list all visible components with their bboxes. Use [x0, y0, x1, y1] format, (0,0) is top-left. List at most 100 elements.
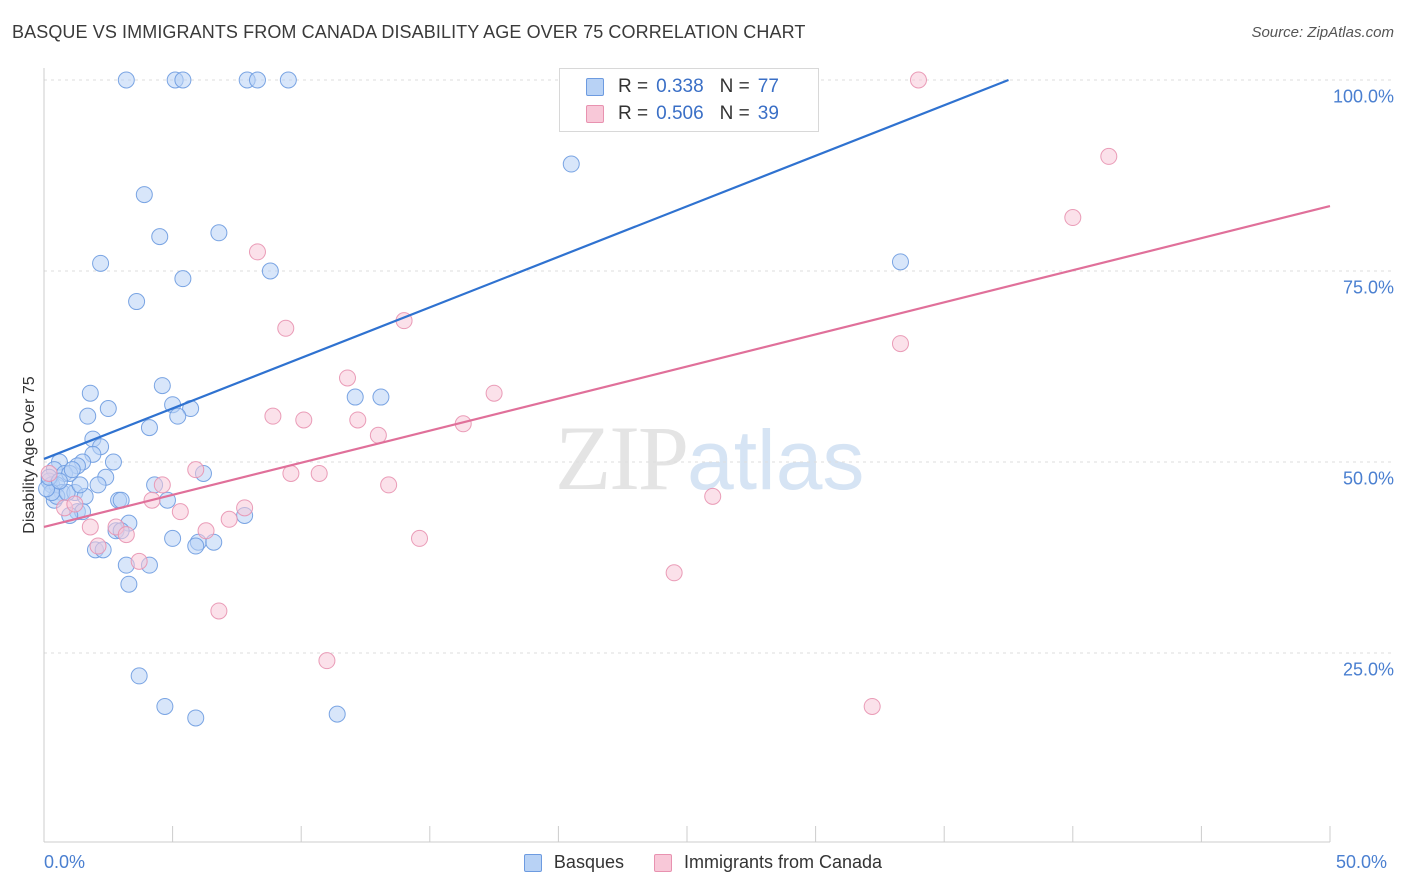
- basques-point: [169, 407, 187, 425]
- basques-point: [92, 254, 110, 272]
- canada-point: [704, 487, 722, 505]
- watermark-zip: ZIP: [555, 407, 689, 509]
- canada-point: [1064, 209, 1082, 227]
- canada-trend-line: [43, 204, 1331, 529]
- series-legend: Basques Immigrants from Canada: [0, 852, 1406, 873]
- legend-swatch-pink: [653, 853, 672, 872]
- canada-point: [369, 426, 387, 444]
- canada-point: [130, 552, 148, 570]
- basques-point: [891, 253, 909, 271]
- canada-point: [909, 71, 927, 89]
- basques-point: [279, 71, 297, 89]
- grid-lines: [44, 79, 1395, 654]
- basques-point: [248, 71, 266, 89]
- basques-point: [151, 228, 169, 246]
- stats-row-basques: R = 0.338 N = 77: [586, 75, 779, 99]
- basques-point: [156, 697, 174, 715]
- legend-item-basques: Basques: [523, 852, 624, 873]
- x-tick-label: 0.0%: [44, 852, 86, 872]
- canada-point: [277, 319, 295, 337]
- canada-point: [1100, 147, 1118, 165]
- trend-lines: [43, 78, 1331, 529]
- basques-point: [346, 388, 364, 406]
- legend-label: Immigrants from Canada: [683, 852, 883, 872]
- canada-point: [171, 503, 189, 521]
- canada-point: [338, 369, 356, 387]
- n-label: N =: [719, 76, 750, 97]
- basques-point: [261, 262, 279, 280]
- basques-point: [174, 71, 192, 89]
- stats-row-canada: R = 0.506 N = 39: [586, 102, 779, 126]
- basques-point: [187, 537, 205, 555]
- canada-point: [89, 537, 107, 555]
- basques-point: [562, 155, 580, 173]
- basques-point: [187, 709, 205, 727]
- stats-legend: R = 0.338 N = 77 R = 0.506 N = 39: [559, 68, 819, 132]
- r-value: 0.338: [656, 76, 704, 97]
- r-label: R =: [618, 76, 649, 97]
- y-tick-label: 100.0%: [1332, 86, 1394, 107]
- y-tick-label: 75.0%: [1342, 277, 1394, 298]
- canada-point: [197, 522, 215, 540]
- chart-title: BASQUE VS IMMIGRANTS FROM CANADA DISABIL…: [12, 22, 806, 42]
- basques-point: [210, 224, 228, 242]
- n-label: N =: [719, 103, 750, 124]
- canada-point: [411, 529, 429, 547]
- axes: [43, 68, 1331, 843]
- basques-point: [79, 407, 97, 425]
- data-points: [38, 71, 1118, 727]
- r-label: R =: [618, 103, 649, 124]
- y-tick-label: 50.0%: [1342, 468, 1394, 489]
- canada-point: [66, 495, 84, 513]
- canada-point: [210, 602, 228, 620]
- basques-point: [164, 529, 182, 547]
- basques-point: [140, 419, 158, 437]
- y-axis-label: Disability Age Over 75: [21, 376, 38, 534]
- basques-point: [104, 453, 122, 471]
- basques-point: [89, 476, 107, 494]
- legend-label: Basques: [553, 852, 624, 872]
- n-value: 39: [757, 103, 779, 124]
- canada-point: [153, 476, 171, 494]
- basques-point: [99, 400, 117, 418]
- legend-swatch-blue: [523, 853, 542, 872]
- basques-point: [130, 667, 148, 685]
- canada-point: [891, 335, 909, 353]
- canada-point: [236, 499, 254, 517]
- r-value: 0.506: [656, 103, 704, 124]
- canada-point: [220, 510, 238, 528]
- canada-point: [187, 461, 205, 479]
- basques-trend-line: [43, 78, 1009, 460]
- legend-item-canada: Immigrants from Canada: [653, 852, 883, 873]
- canada-point: [310, 464, 328, 482]
- basques-point: [120, 575, 138, 593]
- canada-point: [40, 464, 58, 482]
- canada-point: [295, 411, 313, 429]
- legend-swatch-pink: [586, 105, 604, 123]
- basques-point: [117, 71, 135, 89]
- basques-point: [153, 377, 171, 395]
- canada-point: [117, 526, 135, 544]
- basques-point: [328, 705, 346, 723]
- basques-point: [63, 461, 81, 479]
- canada-point: [318, 652, 336, 670]
- canada-point: [863, 697, 881, 715]
- canada-point: [485, 384, 503, 402]
- watermark: ZIPatlas: [555, 405, 864, 511]
- source-label: Source: ZipAtlas.com: [1251, 24, 1394, 41]
- canada-point: [81, 518, 99, 536]
- canada-point: [349, 411, 367, 429]
- n-value: 77: [757, 76, 779, 97]
- canada-point: [665, 564, 683, 582]
- canada-point: [264, 407, 282, 425]
- basques-point: [174, 270, 192, 288]
- legend-swatch-blue: [586, 78, 604, 96]
- basques-point: [135, 186, 153, 204]
- basques-point: [372, 388, 390, 406]
- canada-point: [380, 476, 398, 494]
- basques-point: [81, 384, 99, 402]
- canada-point: [248, 243, 266, 261]
- y-tick-label: 25.0%: [1342, 659, 1394, 680]
- basques-point: [71, 476, 89, 494]
